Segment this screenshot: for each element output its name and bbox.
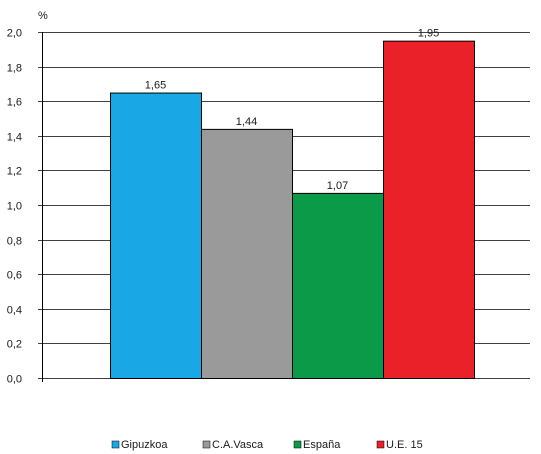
y-axis-ticks: 0,0 0,2 0,4 0,6 0,8 1,0 1,2 1,4 1,6 1,8 2,0	[7, 28, 22, 386]
legend-swatch	[202, 440, 211, 449]
data-label: 1,07	[327, 180, 348, 192]
legend-item: C.A.Vasca	[202, 439, 264, 451]
y-tick-label: 1,2	[7, 166, 22, 178]
bar-espa-a	[292, 192, 384, 379]
bar-gipuzkoa	[110, 92, 202, 380]
legend-label: Gipuzkoa	[121, 439, 168, 451]
y-tick-label: 0,0	[7, 374, 22, 386]
legend-item: U.E. 15	[376, 439, 423, 451]
legend-label: C.A.Vasca	[212, 439, 264, 451]
y-tick-label: 2,0	[7, 28, 22, 40]
legend-item: España	[293, 439, 341, 451]
legend-swatch	[293, 440, 302, 449]
bar-c-a-vasca	[201, 128, 293, 379]
legend-label: U.E. 15	[386, 439, 423, 451]
legend-item: Gipuzkoa	[111, 439, 168, 451]
y-tick-label: 1,0	[7, 201, 22, 213]
y-tick-label: 1,8	[7, 63, 22, 75]
y-tick-label: 0,8	[7, 236, 22, 248]
data-label: 1,95	[418, 28, 439, 40]
legend: Gipuzkoa C.A.Vasca España U.E. 15	[111, 439, 423, 451]
y-tick-label: 1,6	[7, 97, 22, 109]
legend-label: España	[303, 439, 341, 451]
data-label: 1,44	[236, 116, 257, 128]
y-tick-label: 1,4	[7, 132, 22, 144]
data-label: 1,65	[145, 80, 166, 92]
y-tick-label: 0,2	[7, 339, 22, 351]
legend-swatch	[111, 440, 120, 449]
y-tick-label: 0,4	[7, 305, 22, 317]
y-tick-label: 0,6	[7, 270, 22, 282]
legend-swatch	[376, 440, 385, 449]
bar-u-e-15	[383, 40, 475, 380]
y-axis-unit-label: %	[38, 10, 48, 22]
bars	[110, 40, 475, 380]
data-labels: 1,65 1,44 1,07 1,95	[145, 28, 439, 192]
